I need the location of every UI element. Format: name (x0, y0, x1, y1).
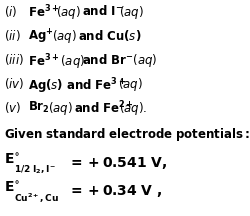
Text: $\mathit{(iv)}$: $\mathit{(iv)}$ (4, 76, 24, 91)
Text: $\mathbf{Ag}^{\mathbf{+}}$: $\mathbf{Ag}^{\mathbf{+}}$ (28, 28, 54, 46)
Text: $\mathbf{Ag(}\mathit{s}\mathbf{)\ and\ Fe}^{\mathbf{3+}}$: $\mathbf{Ag(}\mathit{s}\mathbf{)\ and\ F… (28, 76, 126, 96)
Text: $\mathbf{\mathit{(aq).}}$: $\mathbf{\mathit{(aq).}}$ (118, 100, 147, 117)
Text: $\mathit{(i)}$: $\mathit{(i)}$ (4, 4, 18, 19)
Text: $\mathbf{and\ Br}^{\mathbf{-}}\mathbf{\mathit{(aq)}}$: $\mathbf{and\ Br}^{\mathbf{-}}\mathbf{\m… (82, 52, 157, 69)
Text: $\mathbf{and\ Fe}^{\mathbf{2+}}$: $\mathbf{and\ Fe}^{\mathbf{2+}}$ (74, 100, 134, 117)
Text: $\mathbf{Fe}^{\mathbf{3+}}\mathbf{\mathit{(aq)}}$: $\mathbf{Fe}^{\mathbf{3+}}\mathbf{\mathi… (28, 52, 85, 71)
Text: $\mathbf{\mathit{(aq)}}$: $\mathbf{\mathit{(aq)}}$ (118, 76, 142, 93)
Text: $\mathbf{E}^{\mathbf{\circ}}$: $\mathbf{E}^{\mathbf{\circ}}$ (4, 152, 20, 167)
Text: $\mathbf{Br_{2}}$: $\mathbf{Br_{2}}$ (28, 100, 50, 115)
Text: $\mathbf{and\ Cu(}\mathit{s}\mathbf{)}$: $\mathbf{and\ Cu(}\mathit{s}\mathbf{)}$ (78, 28, 141, 43)
Text: $\mathbf{=+0.34\ V\ ,}$: $\mathbf{=+0.34\ V\ ,}$ (68, 183, 161, 199)
Text: $\mathbf{Cu^{2+},Cu}$: $\mathbf{Cu^{2+},Cu}$ (14, 192, 59, 205)
Text: $\mathbf{Fe}^{\mathbf{3+}}$: $\mathbf{Fe}^{\mathbf{3+}}$ (28, 4, 59, 21)
Text: $\mathbf{Given\ standard\ electrode\ potentials:}$: $\mathbf{Given\ standard\ electrode\ pot… (4, 126, 249, 143)
Text: $\mathbf{and\ I}^{\mathbf{-}}$: $\mathbf{and\ I}^{\mathbf{-}}$ (82, 4, 122, 18)
Text: $\mathit{(v)}$: $\mathit{(v)}$ (4, 100, 21, 115)
Text: $\mathbf{\mathit{(aq)}}$: $\mathbf{\mathit{(aq)}}$ (56, 4, 80, 21)
Text: $\mathbf{E}^{\mathbf{\circ}}$: $\mathbf{E}^{\mathbf{\circ}}$ (4, 180, 20, 194)
Text: $\mathbf{\mathit{(aq)}}$: $\mathbf{\mathit{(aq)}}$ (52, 28, 76, 45)
Text: $\mathbf{=+0.541\ V,}$: $\mathbf{=+0.541\ V,}$ (68, 155, 166, 171)
Text: $\mathbf{\mathit{(aq)}}$: $\mathbf{\mathit{(aq)}}$ (48, 100, 72, 117)
Text: $\mathbf{\mathit{(aq)}}$: $\mathbf{\mathit{(aq)}}$ (118, 4, 143, 21)
Text: $\mathit{(ii)}$: $\mathit{(ii)}$ (4, 28, 21, 43)
Text: $\mathit{(iii)}$: $\mathit{(iii)}$ (4, 52, 24, 67)
Text: $\mathbf{1/2\ I_{2},I^{-}}$: $\mathbf{1/2\ I_{2},I^{-}}$ (14, 164, 56, 176)
